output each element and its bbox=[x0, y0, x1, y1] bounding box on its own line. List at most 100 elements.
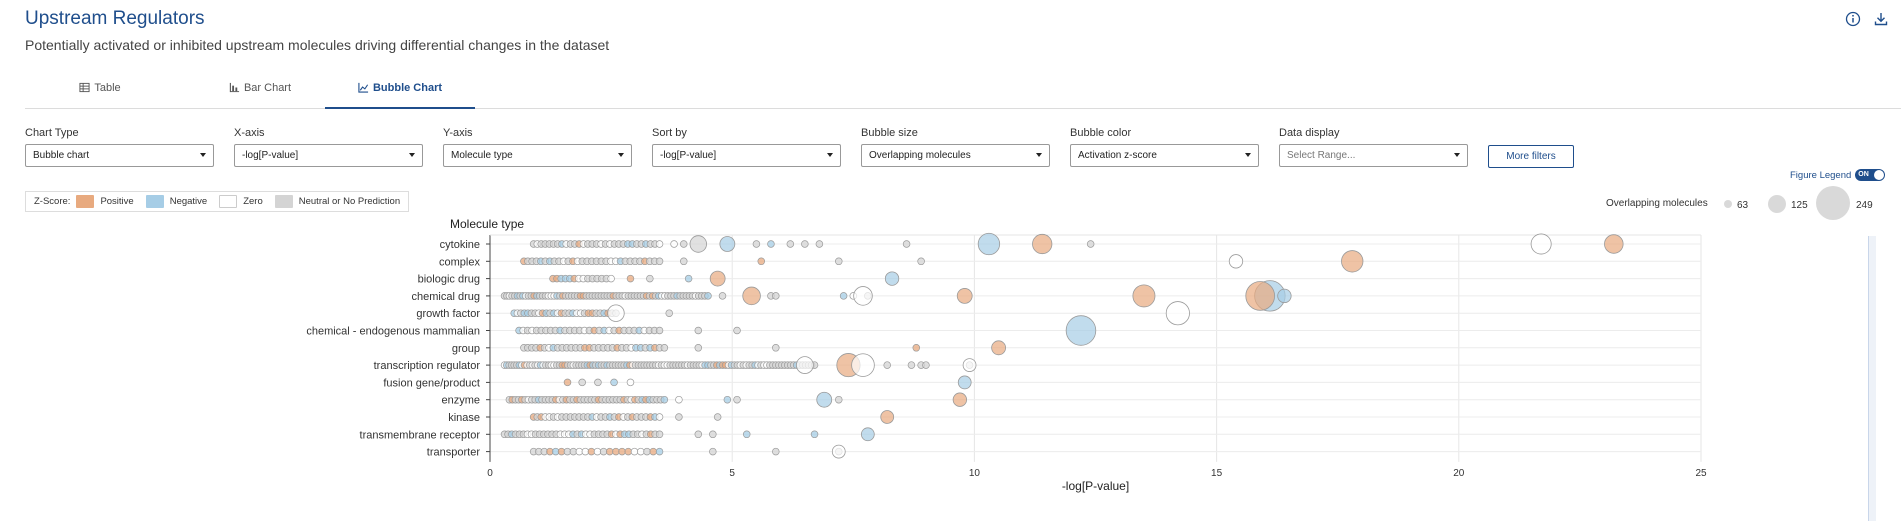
bubble bbox=[977, 232, 1001, 256]
x-tick-label: 0 bbox=[487, 468, 493, 479]
bubble-chart-icon bbox=[358, 82, 369, 93]
bubble bbox=[742, 286, 761, 306]
bubble-color-control: Bubble color Activation z-score bbox=[1070, 127, 1259, 167]
bubble bbox=[1132, 284, 1156, 308]
x-axis-control: X-axis -log[P-value] bbox=[234, 127, 423, 167]
chart-type-select[interactable]: Bubble chart bbox=[25, 144, 214, 167]
page-subtitle: Potentially activated or inhibited upstr… bbox=[25, 37, 610, 53]
y-axis-label: Y-axis bbox=[443, 127, 473, 139]
x-tick-label: 20 bbox=[1453, 468, 1465, 479]
negative-swatch bbox=[145, 195, 164, 208]
bubble bbox=[952, 392, 968, 407]
bubble bbox=[680, 240, 688, 248]
data-display-label: Data display bbox=[1279, 127, 1340, 139]
y-tick-label: complex bbox=[439, 256, 480, 268]
y-axis-select[interactable]: Molecule type bbox=[443, 144, 632, 167]
tab-bar-chart[interactable]: Bar Chart bbox=[185, 80, 335, 109]
chart-type-control: Chart Type Bubble chart bbox=[25, 127, 214, 167]
info-icon[interactable] bbox=[1845, 11, 1861, 27]
chevron-down-icon bbox=[1454, 153, 1460, 157]
bubble bbox=[1277, 288, 1292, 304]
bubble bbox=[742, 430, 751, 439]
bubble bbox=[594, 378, 602, 387]
bubble bbox=[563, 378, 572, 387]
figure-legend-toggle-text: ON bbox=[1858, 171, 1869, 178]
y-tick-label: chemical - endogenous mammalian bbox=[306, 326, 480, 338]
bubble bbox=[1165, 301, 1190, 326]
bubble bbox=[835, 257, 843, 266]
bubble bbox=[1604, 234, 1624, 254]
chevron-down-icon bbox=[409, 153, 415, 157]
y-axis-title: Molecule type bbox=[450, 217, 524, 231]
x-tick-label: 5 bbox=[729, 468, 735, 479]
bubble bbox=[835, 395, 843, 404]
bubble bbox=[684, 274, 693, 283]
chevron-down-icon bbox=[827, 153, 833, 157]
chevron-down-icon bbox=[200, 153, 206, 157]
y-tick-label: kinase bbox=[448, 412, 480, 424]
download-icon[interactable] bbox=[1873, 11, 1889, 27]
y-tick-label: cytokine bbox=[440, 239, 480, 251]
data-display-select[interactable]: Select Range... bbox=[1279, 144, 1468, 167]
x-tick-label: 15 bbox=[1211, 468, 1223, 479]
tab-table[interactable]: Table bbox=[25, 80, 175, 109]
more-filters-button[interactable]: More filters bbox=[1488, 145, 1574, 168]
bubble bbox=[626, 274, 635, 283]
size-legend-medium-value: 125 bbox=[1791, 200, 1808, 211]
bubble bbox=[815, 240, 824, 248]
bubble bbox=[1086, 240, 1095, 248]
zscore-legend: Z-Score: Positive Negative Zero Neutral … bbox=[25, 191, 410, 212]
y-axis-value: Molecule type bbox=[451, 150, 513, 161]
x-axis-value: -log[P-value] bbox=[242, 150, 299, 161]
bubble bbox=[649, 447, 658, 456]
x-axis-select[interactable]: -log[P-value] bbox=[234, 144, 423, 167]
size-legend-small-value: 63 bbox=[1737, 200, 1749, 211]
bubble bbox=[665, 309, 673, 317]
bubble bbox=[689, 235, 707, 253]
bar-chart-icon bbox=[229, 82, 240, 93]
sort-by-select[interactable]: -log[P-value] bbox=[652, 144, 841, 167]
bubble bbox=[605, 447, 614, 456]
y-tick-label: chemical drug bbox=[412, 291, 480, 303]
bubble-color-select[interactable]: Activation z-score bbox=[1070, 144, 1259, 167]
data-display-control: Data display Select Range... bbox=[1279, 127, 1468, 167]
bubble bbox=[610, 378, 618, 387]
x-axis-label: X-axis bbox=[234, 127, 265, 139]
page-title: Upstream Regulators bbox=[25, 8, 205, 29]
bubble bbox=[795, 356, 814, 374]
bubble bbox=[713, 413, 722, 421]
bubble bbox=[772, 292, 780, 300]
bubble bbox=[772, 344, 780, 352]
chart-type-value: Bubble chart bbox=[33, 150, 90, 161]
y-axis-control: Y-axis Molecule type bbox=[443, 127, 632, 167]
chart-scrollbar[interactable] bbox=[1868, 236, 1876, 521]
bubble-size-select[interactable]: Overlapping molecules bbox=[861, 144, 1050, 167]
tab-bubble-chart[interactable]: Bubble Chart bbox=[325, 80, 475, 109]
bubble bbox=[670, 240, 678, 248]
bubble bbox=[1228, 254, 1244, 269]
sort-by-control: Sort by -log[P-value] bbox=[652, 127, 841, 167]
table-icon bbox=[79, 82, 90, 93]
zero-swatch bbox=[219, 195, 238, 208]
bubble-color-value: Activation z-score bbox=[1078, 150, 1157, 161]
y-tick-label: biologic drug bbox=[418, 274, 480, 286]
tab-bubble-chart-label: Bubble Chart bbox=[372, 82, 443, 94]
bubble bbox=[709, 270, 726, 287]
bubble bbox=[675, 413, 683, 421]
tab-bar-chart-label: Bar Chart bbox=[243, 82, 292, 94]
bubble bbox=[655, 257, 664, 266]
bubble bbox=[655, 430, 664, 439]
bubble bbox=[1341, 250, 1364, 273]
sort-by-value: -log[P-value] bbox=[660, 150, 717, 161]
figure-legend-toggle[interactable]: ON bbox=[1855, 169, 1886, 181]
bubble bbox=[694, 326, 703, 335]
bubble bbox=[723, 395, 732, 404]
bubble bbox=[853, 286, 873, 306]
bubble bbox=[962, 358, 977, 372]
bubble bbox=[694, 344, 703, 352]
bubble bbox=[956, 288, 973, 304]
bubble bbox=[902, 240, 911, 248]
bubble bbox=[1065, 315, 1097, 346]
chevron-down-icon bbox=[1245, 153, 1251, 157]
bubble bbox=[880, 410, 895, 424]
